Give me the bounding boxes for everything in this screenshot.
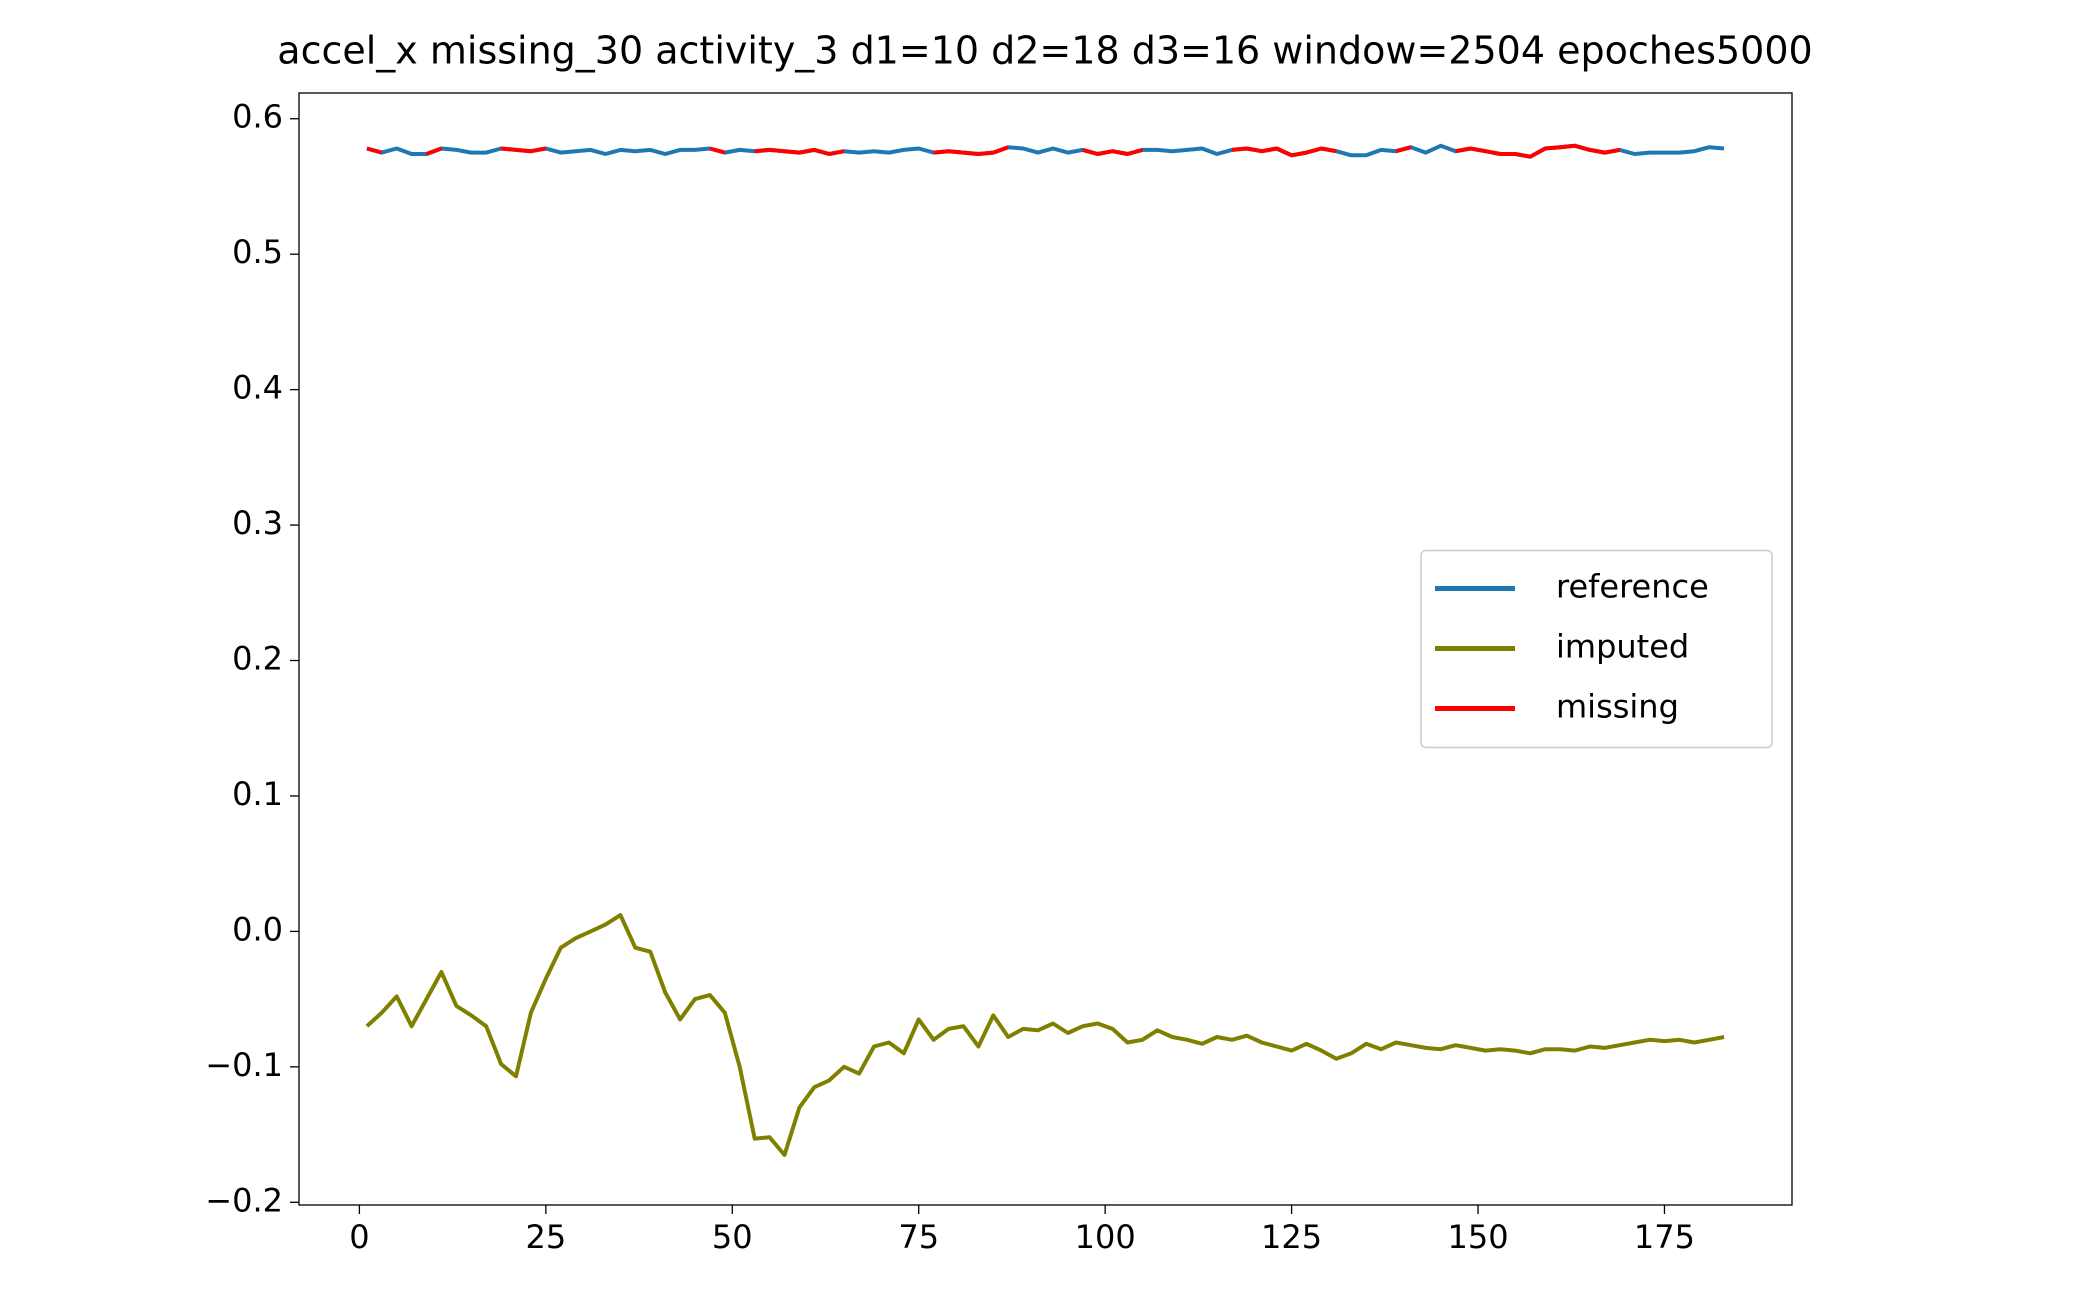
y-tick-label: −0.2 <box>205 1181 283 1219</box>
x-tick-label: 175 <box>1634 1218 1695 1256</box>
x-tick-label: 125 <box>1261 1218 1322 1256</box>
x-tick-label: 150 <box>1447 1218 1508 1256</box>
y-tick-label: 0.5 <box>232 233 283 271</box>
chart-title: accel_x missing_30 activity_3 d1=10 d2=1… <box>277 29 1812 73</box>
legend-label: imputed <box>1556 628 1689 666</box>
x-tick-label: 75 <box>898 1218 939 1256</box>
legend-box <box>1420 549 1773 749</box>
y-tick-label: 0.0 <box>232 910 283 948</box>
series-line <box>366 143 1621 159</box>
x-tick-label: 25 <box>525 1218 566 1256</box>
x-tick-label: 0 <box>349 1218 369 1256</box>
y-tick-label: 0.4 <box>232 369 283 407</box>
x-tick-label: 100 <box>1075 1218 1136 1256</box>
y-tick-label: 0.1 <box>232 775 283 813</box>
y-tick-label: 0.2 <box>232 640 283 678</box>
y-tick-label: −0.1 <box>205 1046 283 1084</box>
y-tick-label: 0.3 <box>232 504 283 542</box>
x-tick-label: 50 <box>712 1218 753 1256</box>
axes-frame <box>298 92 1793 1206</box>
series-line <box>365 913 1725 1157</box>
legend-label: missing <box>1556 688 1679 726</box>
y-tick-label: 0.6 <box>232 98 283 136</box>
legend-label: reference <box>1556 568 1709 606</box>
